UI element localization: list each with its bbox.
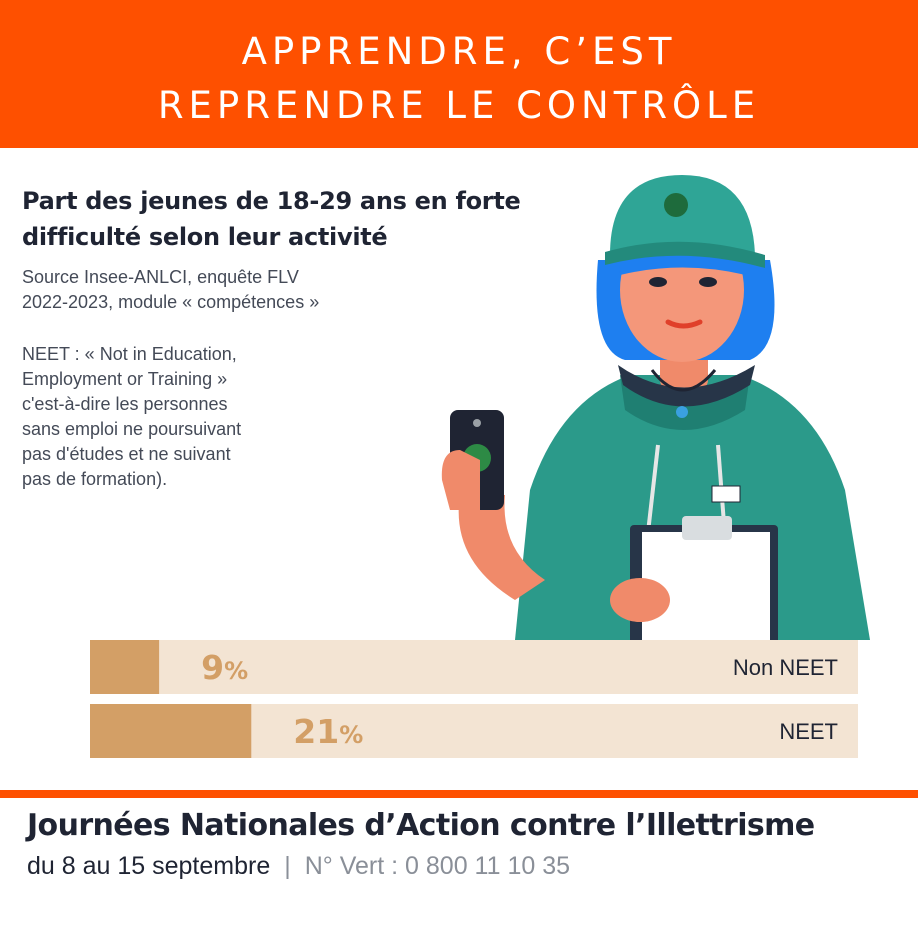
source-line-1: Source Insee-ANLCI, enquête FLV xyxy=(22,267,299,287)
header-banner: APPRENDRE, C’EST REPRENDRE LE CONTRÔLE xyxy=(0,0,918,148)
chart-title: Part des jeunes de 18-29 ans en forte di… xyxy=(22,183,602,255)
neet-line: Employment or Training » xyxy=(22,369,228,389)
bar xyxy=(90,640,160,694)
young-woman-illustration xyxy=(441,175,870,640)
chart-title-line-1: Part des jeunes de 18-29 ans en forte xyxy=(22,187,521,215)
banner-title-line-2: REPRENDRE LE CONTRÔLE xyxy=(157,84,761,127)
bar xyxy=(90,704,252,758)
footer-subtitle: du 8 au 15 septembre | N° Vert : 0 800 11 … xyxy=(27,852,570,881)
toll-free-number: N° Vert : 0 800 11 10 35 xyxy=(304,852,571,880)
neet-line: sans emploi ne poursuivant xyxy=(22,419,242,439)
neet-line: c'est-à-dire les personnes xyxy=(22,394,228,414)
bar-value-label: 21% xyxy=(293,712,363,751)
chart-title-line-2: difficulté selon leur activité xyxy=(22,223,388,251)
neet-definition: NEET : « Not in Education, Employment or… xyxy=(22,342,342,492)
bar-category-label: NEET xyxy=(779,719,838,744)
bar-category-label: Non NEET xyxy=(733,655,838,680)
footer-title: Journées Nationales d’Action contre l’Il… xyxy=(27,808,815,843)
separator: | xyxy=(284,852,291,880)
event-dates: du 8 au 15 septembre xyxy=(27,852,271,880)
banner-title-line-1: APPRENDRE, C’EST xyxy=(241,30,677,73)
source-note: Source Insee-ANLCI, enquête FLV 2022-202… xyxy=(22,265,422,315)
neet-line: NEET : « Not in Education, xyxy=(22,344,237,364)
neet-line: pas de formation). xyxy=(22,469,168,489)
hoodie xyxy=(515,375,870,640)
footer-divider xyxy=(0,790,918,798)
neet-line: pas d'études et ne suivant xyxy=(22,444,231,464)
source-line-2: 2022-2023, module « compétences » xyxy=(22,292,320,312)
bar-track xyxy=(90,640,858,694)
